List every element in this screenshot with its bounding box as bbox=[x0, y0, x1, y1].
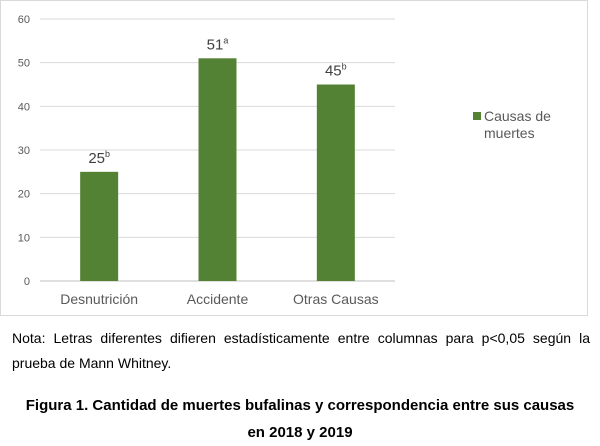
chart-area: 0 10 20 30 40 50 60 25b Desnutrición 51a Accidente… bbox=[0, 0, 588, 316]
x-category-label: Desnutrición bbox=[60, 291, 138, 307]
chart-note: Nota: Letras diferentes difieren estadís… bbox=[12, 330, 590, 371]
legend-label-line1: Causas de bbox=[484, 108, 551, 124]
y-tick-label: 0 bbox=[24, 276, 30, 288]
y-tick-label: 20 bbox=[18, 189, 30, 201]
data-label: 51a bbox=[207, 35, 229, 53]
data-label: 25b bbox=[88, 149, 110, 167]
bar-chart: 0 10 20 30 40 50 60 25b Desnutrición 51a Accidente… bbox=[0, 0, 588, 316]
figure-caption: Figura 1. Cantidad de muertes bufalinas … bbox=[25, 397, 575, 441]
y-tick-label: 50 bbox=[18, 58, 30, 70]
x-category-label: Otras Causas bbox=[293, 291, 379, 307]
bar-3 bbox=[316, 84, 355, 281]
x-category-label: Accidente bbox=[187, 291, 249, 307]
legend-swatch bbox=[473, 112, 481, 120]
bar-2 bbox=[198, 58, 237, 281]
data-label: 45b bbox=[325, 62, 347, 80]
y-tick-label: 60 bbox=[18, 14, 30, 26]
y-tick-label: 30 bbox=[18, 145, 30, 157]
y-tick-label: 10 bbox=[18, 232, 30, 244]
bar-1 bbox=[80, 171, 119, 281]
legend-label-line2: muertes bbox=[484, 125, 535, 141]
y-tick-label: 40 bbox=[18, 101, 30, 113]
